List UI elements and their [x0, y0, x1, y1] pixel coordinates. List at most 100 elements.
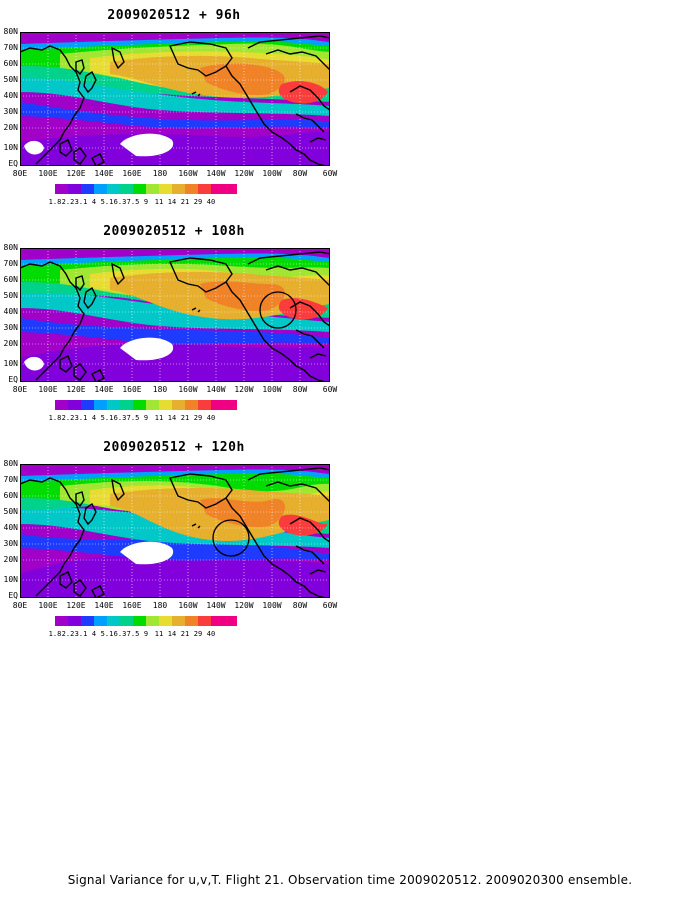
- figure-caption: Signal Variance for u,v,T. Flight 21. Ob…: [67, 873, 633, 887]
- coastline: [59, 355, 73, 373]
- variance-contour-fill: [20, 534, 330, 561]
- colorbar-label: 4: [91, 414, 97, 422]
- panel-title: 2009020512 + 96h: [107, 8, 241, 23]
- coastline: [191, 523, 201, 529]
- colorbar-swatch: [211, 184, 224, 194]
- undefined-region: [120, 337, 174, 361]
- coastline: [295, 329, 325, 349]
- coastline: [73, 579, 87, 597]
- longitude-label: 160E: [122, 169, 142, 178]
- variance-contour-fill: [278, 81, 328, 104]
- map-frame: [20, 32, 330, 166]
- longitude-label: 120W: [234, 601, 254, 610]
- colorbar-swatch: [224, 616, 237, 626]
- coastline: [83, 70, 97, 94]
- map-panel: 2009020512 + 120h 80N 70N 60N 50N 40N 30N 20N 10…: [0, 440, 360, 655]
- colorbar-swatch: [172, 400, 185, 410]
- colorbar-label: 2.2: [61, 630, 75, 638]
- latitude-label: 40N: [3, 307, 18, 316]
- coastline: [20, 45, 85, 165]
- coastline: [75, 491, 85, 508]
- longitude-label: 100E: [38, 385, 58, 394]
- colorbar-label: 11: [154, 198, 164, 206]
- coastline: [59, 571, 73, 589]
- longitude-label: 120E: [66, 601, 86, 610]
- colorbar-label: 2.2: [61, 414, 75, 422]
- coastline: [111, 46, 125, 70]
- longitude-label: 180: [152, 601, 168, 610]
- colorbar-label: 21: [180, 630, 190, 638]
- colorbar-label: 4: [91, 198, 97, 206]
- latitude-label: 50N: [3, 507, 18, 516]
- colorbar-label: 3.1: [74, 630, 88, 638]
- latitude-label: EQ: [8, 375, 18, 384]
- colorbar-label: 40: [206, 198, 216, 206]
- latitude-label: 50N: [3, 75, 18, 84]
- colorbar-label: 40: [206, 630, 216, 638]
- colorbar-swatch: [94, 616, 107, 626]
- coastline: [73, 147, 87, 165]
- colorbar-swatch: [172, 616, 185, 626]
- colorbar-swatch: [159, 400, 172, 410]
- coastline: [75, 275, 85, 292]
- colorbar-swatch: [146, 616, 159, 626]
- coastline: [111, 478, 125, 502]
- colorbar-swatch: [172, 184, 185, 194]
- colorbar-swatch: [211, 400, 224, 410]
- colorbar-label: 5.1: [100, 198, 114, 206]
- latitude-label: 20N: [3, 123, 18, 132]
- longitude-label: 160W: [178, 385, 198, 394]
- coastline: [295, 113, 325, 133]
- colorbar-swatch: [94, 184, 107, 194]
- colorbar-swatch: [94, 400, 107, 410]
- colorbar-label: 6.3: [113, 198, 127, 206]
- colorbar-swatch: [146, 400, 159, 410]
- colorbar-swatch: [133, 184, 146, 194]
- longitude-label: 80E: [12, 601, 28, 610]
- longitude-label: 80W: [292, 169, 308, 178]
- colorbar-label: 1.8: [48, 414, 62, 422]
- variance-contour-fill: [200, 63, 285, 96]
- longitude-label: 160W: [178, 601, 198, 610]
- longitude-label: 80W: [292, 601, 308, 610]
- longitude-label: 140E: [94, 385, 114, 394]
- colorbar-swatch: [120, 616, 133, 626]
- longitude-label: 100E: [38, 601, 58, 610]
- colorbar-swatch: [198, 616, 211, 626]
- latitude-label: 50N: [3, 291, 18, 300]
- coastline: [83, 286, 97, 310]
- latitude-label: 70N: [3, 475, 18, 484]
- coastline: [169, 257, 233, 293]
- colorbar-label: 29: [193, 198, 203, 206]
- coastline: [91, 585, 105, 598]
- colorbar-label: 29: [193, 630, 203, 638]
- coastline: [191, 307, 201, 313]
- coastline: [289, 85, 330, 111]
- colorbar-label: 11: [154, 630, 164, 638]
- colorbar-label: 29: [193, 414, 203, 422]
- longitude-label: 180: [152, 385, 168, 394]
- coastline: [225, 65, 297, 151]
- colorbar-label: 9: [143, 630, 149, 638]
- colorbar-swatch: [68, 616, 81, 626]
- longitude-label: 140E: [94, 169, 114, 178]
- coastline: [73, 363, 87, 381]
- latitude-label: 30N: [3, 107, 18, 116]
- longitude-label: 160W: [178, 169, 198, 178]
- colorbar-label: 5.1: [100, 630, 114, 638]
- colorbar-swatch: [81, 400, 94, 410]
- variance-contour-fill: [278, 514, 328, 536]
- longitude-label: 100W: [262, 385, 282, 394]
- colorbar-swatch: [224, 184, 237, 194]
- map-frame: [20, 248, 330, 382]
- coastline: [169, 41, 233, 77]
- colorbar-swatch: [81, 184, 94, 194]
- colorbar-swatch: [81, 616, 94, 626]
- colorbar-swatch: [146, 184, 159, 194]
- colorbar-swatch: [185, 184, 198, 194]
- latitude-label: 80N: [3, 243, 18, 252]
- colorbar-label: 14: [167, 198, 177, 206]
- colorbar-label: 21: [180, 198, 190, 206]
- latitude-label: 70N: [3, 259, 18, 268]
- colorbar-label: 7.5: [126, 198, 140, 206]
